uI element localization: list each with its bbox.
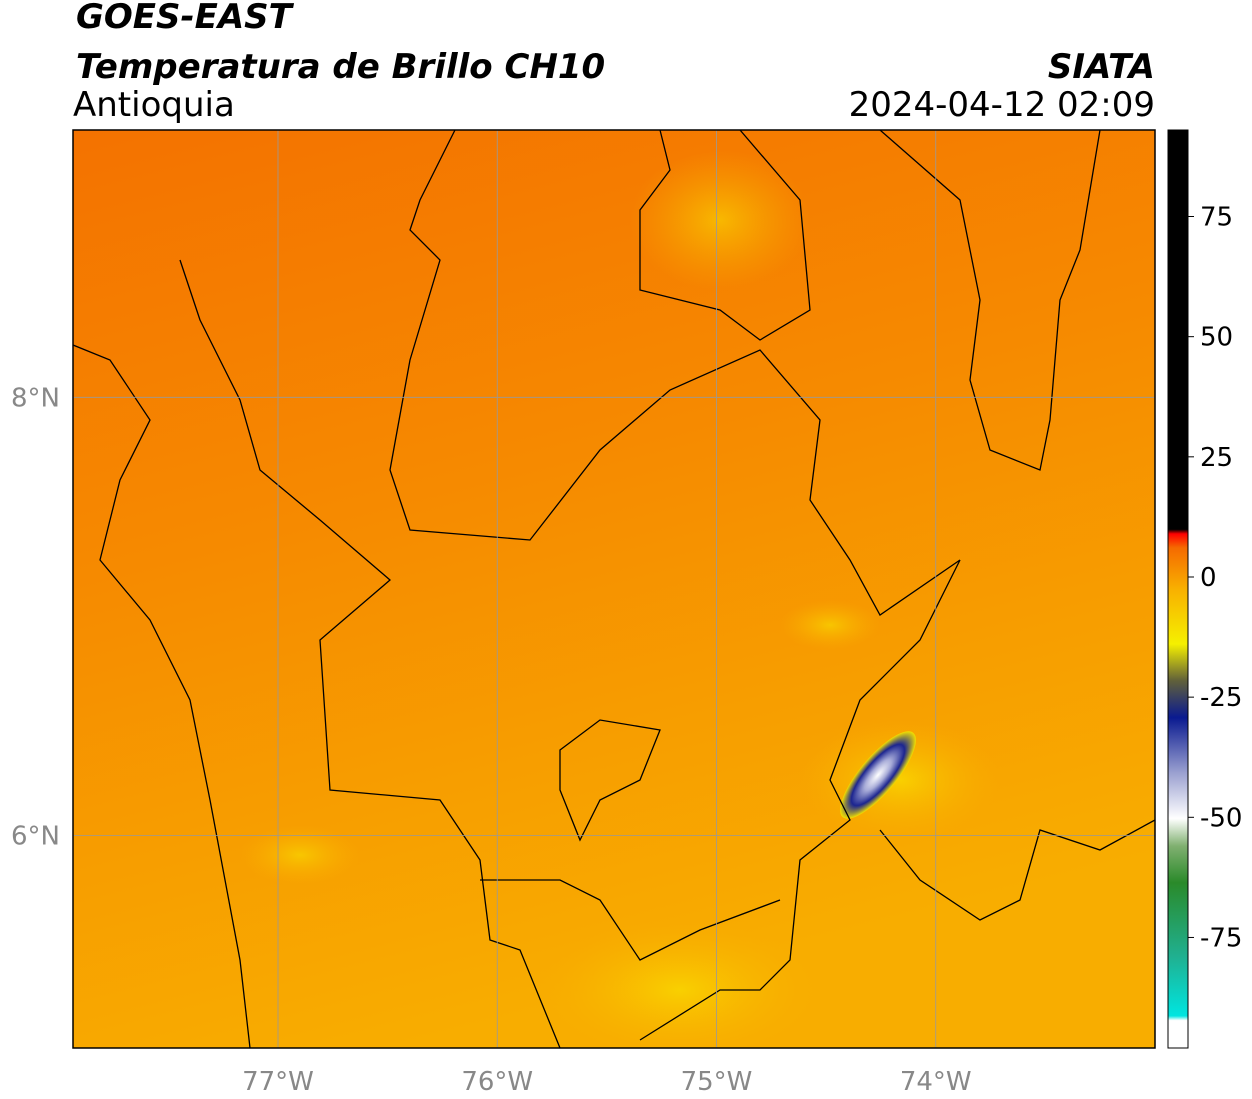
colorbar-tick-label: 0 [1200, 563, 1217, 593]
grid [73, 130, 1155, 1048]
y-tick-label: 6°N [11, 821, 60, 851]
source: SIATA [1048, 47, 1155, 87]
colorbar-tick-label: -75 [1200, 923, 1242, 953]
colorbar-tick-label: 50 [1200, 323, 1233, 353]
colorbar-tick-label: 25 [1200, 443, 1233, 473]
colorbar [1167, 129, 1189, 1049]
x-tick-label: 74°W [900, 1067, 972, 1097]
colorbar-tick-label: -25 [1200, 683, 1242, 713]
x-tick-label: 75°W [681, 1067, 753, 1097]
title: GOES-EAST [76, 0, 295, 37]
colorbar-tick-label: -50 [1200, 803, 1242, 833]
y-tick-label: 8°N [11, 383, 60, 413]
x-tick-label: 76°W [461, 1067, 533, 1097]
map-image [73, 130, 1155, 1048]
colorbar-tick-label: 75 [1200, 203, 1233, 233]
subtitle: Temperatura de Brillo CH10 [76, 47, 605, 87]
timestamp: 2024-04-12 02:09 [849, 85, 1155, 125]
x-tick-label: 77°W [242, 1067, 314, 1097]
region: Antioquia [73, 85, 235, 125]
map-frame [72, 129, 1156, 1049]
